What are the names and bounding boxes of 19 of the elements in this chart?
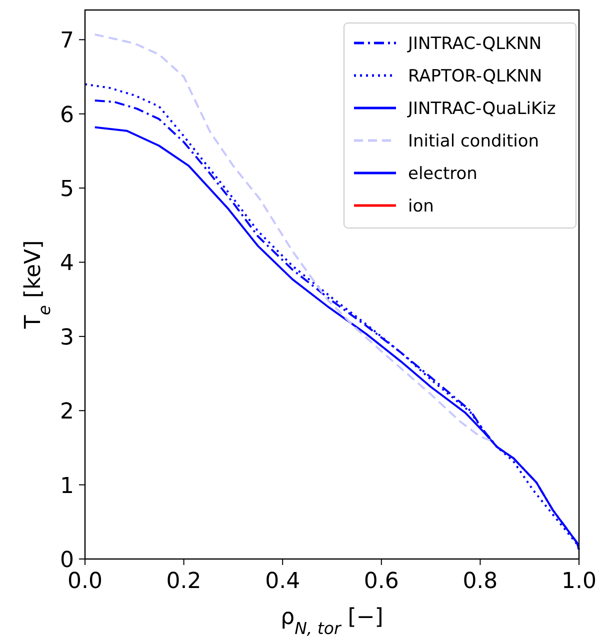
legend-label: RAPTOR-QLKNN [408, 66, 542, 86]
y-tick-label: 5 [60, 177, 74, 202]
y-tick-label: 4 [60, 251, 74, 276]
y-tick-label: 6 [60, 102, 74, 128]
x-tick-label: 0.2 [166, 569, 202, 594]
legend-label: ion [408, 196, 434, 216]
y-tick-label: 1 [60, 474, 74, 499]
legend-label: electron [408, 164, 478, 184]
legend-label: JINTRAC-QuaLiKiz [407, 99, 556, 119]
x-tick-label: 0.8 [462, 569, 498, 594]
x-tick-label: 1.0 [562, 569, 596, 594]
legend-label: Initial condition [408, 132, 540, 152]
x-tick-label: 0.4 [265, 569, 300, 594]
x-axis-title: ρ$_{N, tor}$ [−] [280, 605, 384, 636]
x-tick-label: 0.6 [364, 569, 399, 594]
y-tick-label: 2 [60, 400, 74, 425]
y-tick-label: 7 [60, 28, 74, 54]
legend-label: JINTRAC-QLKNN [407, 34, 542, 54]
y-tick-label: 3 [60, 325, 74, 350]
